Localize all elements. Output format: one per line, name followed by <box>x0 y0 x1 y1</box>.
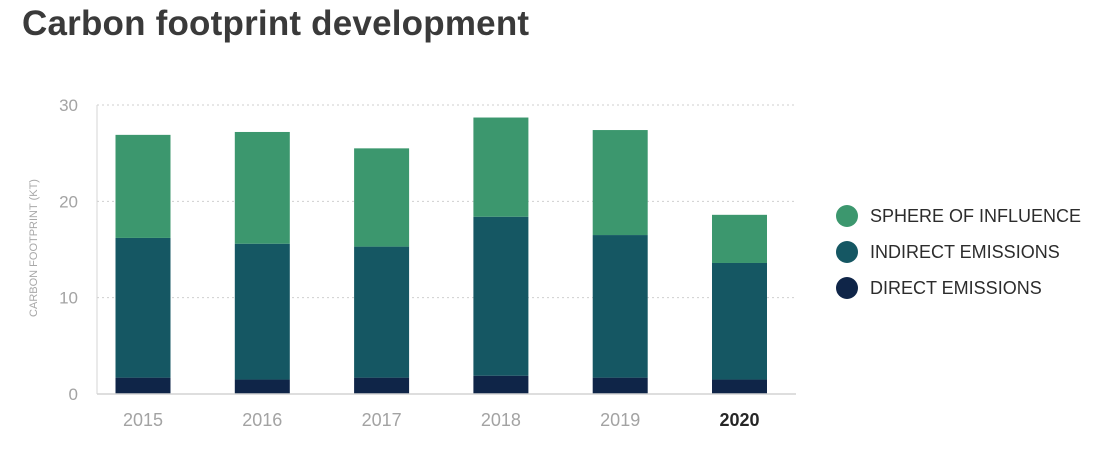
bar-2018-indirect-emissions <box>473 216 529 376</box>
bar-2019-sphere-of-influence <box>592 130 648 236</box>
bar-2016-direct-emissions <box>234 379 290 394</box>
bar-2017-sphere-of-influence <box>354 148 410 247</box>
x-tick-label-2020: 2020 <box>719 410 759 430</box>
x-tick-label-2016: 2016 <box>242 410 282 430</box>
legend-label: INDIRECT EMISSIONS <box>870 241 1060 262</box>
bar-2016-sphere-of-influence <box>234 131 290 244</box>
stacked-bar-chart: 0 10 20 30 2015 2016 2017 2018 2019 2020 CARBON F… <box>28 96 796 430</box>
legend-item-sphere-of-influence: SPHERE OF INFLUENCE <box>836 204 1081 228</box>
bar-2015-direct-emissions <box>115 377 171 394</box>
bar-2017-indirect-emissions <box>354 246 410 378</box>
bar-2020-indirect-emissions <box>712 262 767 380</box>
chart-title: Carbon footprint development <box>22 4 530 43</box>
legend-swatch <box>836 277 858 299</box>
bar-2017-direct-emissions <box>354 377 410 394</box>
legend-item-indirect-emissions: INDIRECT EMISSIONS <box>836 240 1081 264</box>
legend-swatch <box>836 205 858 227</box>
bar-2016-indirect-emissions <box>234 243 290 380</box>
y-tick-label-0: 0 <box>69 385 78 404</box>
axes: 0 10 20 30 2015 2016 2017 2018 2019 2020 <box>59 96 796 430</box>
grid-lines <box>97 104 796 299</box>
x-tick-label-2017: 2017 <box>362 410 402 430</box>
y-tick-label-10: 10 <box>59 289 78 308</box>
y-tick-label-30: 30 <box>59 96 78 115</box>
bar-2015-sphere-of-influence <box>115 134 171 238</box>
y-tick-label-20: 20 <box>59 192 78 211</box>
bars <box>115 117 767 394</box>
bar-2020-sphere-of-influence <box>712 214 767 263</box>
bar-2019-direct-emissions <box>592 377 648 394</box>
chart-area: 0 10 20 30 2015 2016 2017 2018 2019 2020 CARBON F… <box>28 96 796 430</box>
x-tick-label-2018: 2018 <box>481 410 521 430</box>
legend-label: SPHERE OF INFLUENCE <box>870 205 1082 226</box>
bar-2018-sphere-of-influence <box>473 117 529 217</box>
bar-2018-direct-emissions <box>473 375 529 394</box>
bar-2019-indirect-emissions <box>592 235 648 378</box>
bar-2015-indirect-emissions <box>115 237 171 378</box>
legend-label: DIRECT EMISSIONS <box>870 277 1042 298</box>
legend: SPHERE OF INFLUENCE INDIRECT EMISSIONS DIR… <box>836 204 1081 300</box>
legend-swatch <box>836 241 858 263</box>
bar-2020-direct-emissions <box>712 379 767 394</box>
y-axis-label: CARBON FOOTPRINT (KT) <box>28 179 40 317</box>
legend-item-direct-emissions: DIRECT EMISSIONS <box>836 276 1081 300</box>
x-tick-label-2015: 2015 <box>123 410 163 430</box>
x-tick-label-2019: 2019 <box>600 410 640 430</box>
